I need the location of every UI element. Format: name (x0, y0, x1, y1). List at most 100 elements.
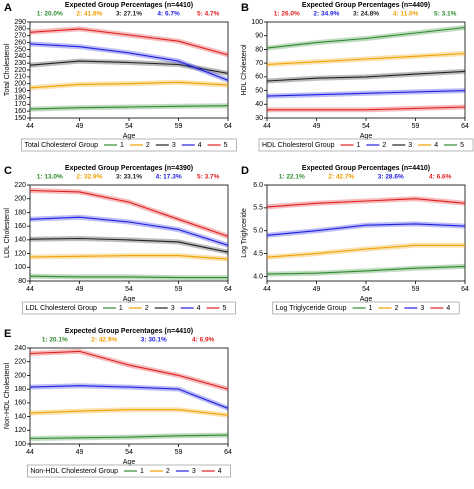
x-tick-label: 54 (125, 123, 133, 130)
x-tick-label: 54 (362, 123, 370, 130)
x-tick-label: 49 (76, 123, 84, 130)
group-percentage: 3: 30.1% (141, 337, 167, 344)
y-tick-label: 80 (255, 46, 263, 53)
y-tick-label: 100 (251, 19, 263, 26)
x-axis-label: Age (360, 133, 373, 140)
series-line (266, 70, 466, 82)
chart-title: Expected Group Percentages (n=4410) (65, 2, 193, 9)
legend-box (22, 301, 236, 315)
panel-letter: D (241, 165, 249, 177)
y-tick-label: 240 (14, 53, 26, 60)
group-percentage: 1: 20.1% (42, 337, 68, 344)
series-line (29, 105, 229, 110)
legend-label: 3 (420, 305, 424, 312)
group-percentage: 5: 3.1% (434, 11, 457, 18)
y-tick-label: 4.0 (253, 273, 263, 280)
legend-label: 3 (408, 142, 412, 149)
y-tick-label: 220 (14, 67, 26, 74)
x-tick-label: 59 (175, 123, 183, 130)
chart-title: Expected Group Percentages (n=4390) (65, 165, 193, 172)
group-percentage: 2: 42.7% (328, 174, 354, 181)
y-tick-label: 4.5 (253, 250, 263, 257)
group-percentage: 3: 27.1% (116, 11, 142, 18)
legend-box (21, 138, 237, 152)
series-line (266, 26, 466, 49)
x-tick-label: 59 (175, 449, 183, 456)
series-line (29, 255, 229, 260)
panel-letter: B (241, 2, 249, 14)
legend-label: 3 (192, 468, 196, 475)
x-tick-label: 44 (26, 123, 34, 130)
legend-label: 5 (224, 142, 228, 149)
y-axis-label: Log Triglyceride (241, 208, 248, 258)
y-tick-label: 140 (14, 413, 26, 420)
y-tick-label: 200 (14, 81, 26, 88)
confidence-band (29, 236, 229, 255)
panel-letter: C (4, 165, 12, 177)
legend-label: 5 (223, 305, 227, 312)
series-line (29, 189, 229, 237)
legend-title: HDL Cholesterol Group (262, 142, 335, 149)
y-tick-label: 5.0 (253, 228, 263, 235)
x-tick-label: 49 (76, 449, 84, 456)
legend-title: LDL Cholesterol Group (26, 305, 97, 312)
legend-label: 2 (395, 305, 399, 312)
x-axis-label: Age (123, 296, 136, 303)
y-tick-label: 5.5 (253, 205, 263, 212)
series-line (266, 265, 466, 275)
x-tick-label: 59 (412, 286, 420, 293)
group-percentage: 1: 20.0% (37, 11, 63, 18)
series-line (29, 216, 229, 246)
y-tick-label: 100 (14, 441, 26, 448)
x-tick-label: 44 (26, 449, 34, 456)
legend: LDL Cholesterol Group 1 2 3 4 5 (22, 301, 236, 315)
y-tick-label: 250 (14, 46, 26, 53)
series-line (29, 385, 229, 409)
series-line (29, 237, 229, 253)
series-line (29, 81, 229, 89)
group-percentage: 3: 28.6% (378, 174, 404, 181)
y-tick-label: 180 (14, 386, 26, 393)
legend-label: 2 (146, 142, 150, 149)
x-tick-label: 44 (263, 286, 271, 293)
x-tick-label: 59 (175, 286, 183, 293)
confidence-band (29, 348, 229, 392)
y-tick-label: 60 (255, 74, 263, 81)
y-axis-label: Non-HDL Cholesterol (4, 362, 11, 429)
legend: Total Cholesterol Group 1 2 3 4 5 (21, 138, 237, 152)
legend-label: 1 (120, 142, 124, 149)
plot-frame (29, 347, 229, 445)
panel-letter: E (4, 328, 11, 340)
y-tick-label: 190 (14, 87, 26, 94)
x-tick-label: 64 (224, 123, 232, 130)
y-tick-label: 50 (255, 87, 263, 94)
series-line (266, 52, 466, 66)
legend-label: 4 (197, 305, 201, 312)
y-tick-label: 200 (14, 196, 26, 203)
legend-label: 4 (198, 142, 202, 149)
y-tick-label: 160 (14, 108, 26, 115)
y-tick-label: 180 (14, 94, 26, 101)
y-tick-label: 270 (14, 33, 26, 40)
series-line (29, 409, 229, 416)
y-axis-label: HDL Cholesterol (241, 44, 248, 96)
group-percentage: 5: 4.7% (197, 11, 220, 18)
y-tick-label: 230 (14, 60, 26, 67)
plot-frame (29, 184, 229, 282)
y-tick-label: 220 (14, 359, 26, 366)
panel: A Expected Group Percentages (n=4410)1: 2… (4, 2, 237, 152)
group-percentage: 4: 11.0% (393, 11, 419, 18)
group-percentage: 4: 6.7% (157, 11, 180, 18)
x-tick-label: 64 (461, 123, 469, 130)
legend-box (258, 138, 474, 152)
panel: D Expected Group Percentages (n=4410) 1: 2… (241, 165, 469, 315)
legend-label: 1 (356, 142, 360, 149)
x-tick-label: 64 (224, 449, 232, 456)
x-axis-label: Age (123, 133, 136, 140)
legend-label: 4 (434, 142, 438, 149)
series-line (266, 90, 466, 97)
y-tick-label: 170 (14, 101, 26, 108)
y-tick-label: 150 (14, 115, 26, 122)
y-tick-label: 70 (255, 60, 263, 67)
